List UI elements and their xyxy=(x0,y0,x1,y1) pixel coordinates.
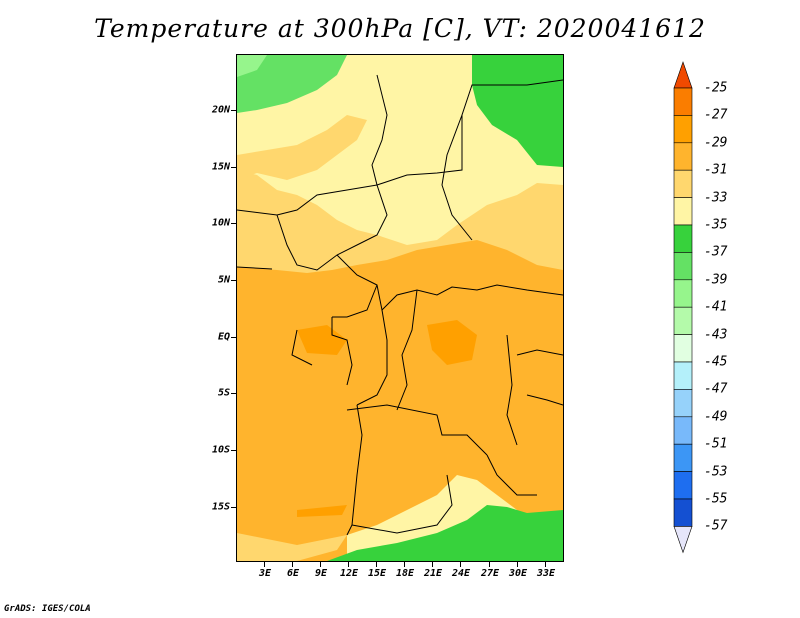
colorbar-swatch xyxy=(673,334,693,363)
colorbar-swatch xyxy=(673,197,693,226)
lon-label: 18E xyxy=(395,568,415,579)
colorbar-label: -45 xyxy=(704,354,728,370)
lat-label: 10N xyxy=(211,217,230,229)
colorbar-label: -47 xyxy=(704,381,728,397)
lon-label: 24E xyxy=(451,568,471,579)
country-borders xyxy=(237,74,563,536)
colorbar-swatch xyxy=(673,115,693,144)
lon-tick-33e xyxy=(545,562,546,567)
lon-label: 15E xyxy=(367,568,387,579)
lon-tick-12e xyxy=(348,562,349,567)
lat-label: 15S xyxy=(211,501,230,513)
lat-label: 10S xyxy=(211,444,230,456)
lon-label: 30E xyxy=(508,568,528,579)
field-region-mid-patch xyxy=(237,115,367,180)
colorbar-top-arrow xyxy=(673,61,693,89)
colorbar-swatch xyxy=(673,443,693,472)
colorbar-label: -31 xyxy=(704,162,728,178)
colorbar-label: -25 xyxy=(704,80,728,96)
footer-credit: GrADS: IGES/COLA xyxy=(4,604,91,614)
lon-tick-30e xyxy=(517,562,518,567)
colorbar-label: -39 xyxy=(704,272,728,288)
field-region-warm-congo xyxy=(427,320,477,365)
lon-label: 9E xyxy=(314,568,328,579)
lat-tick-10s xyxy=(231,450,236,451)
colorbar-label: -37 xyxy=(704,244,728,260)
lon-label: 3E xyxy=(258,568,272,579)
lat-tick-5s xyxy=(231,393,236,394)
lat-label: EQ xyxy=(217,331,230,343)
lon-tick-9e xyxy=(320,562,321,567)
field-region-warm-angola xyxy=(297,505,347,517)
colorbar-label: -41 xyxy=(704,299,728,315)
field-region-warm-gabon xyxy=(297,325,347,355)
colorbar-swatch xyxy=(673,279,693,308)
lon-tick-3e xyxy=(264,562,265,567)
colorbar-swatch xyxy=(673,87,693,116)
map-panel xyxy=(236,54,564,562)
lon-tick-27e xyxy=(489,562,490,567)
lat-label: 5S xyxy=(217,387,230,399)
lon-label: 6E xyxy=(286,568,300,579)
colorbar-label: -51 xyxy=(704,436,728,452)
chart-title: Temperature at 300hPa [C], VT: 202004161… xyxy=(94,14,706,43)
colorbar xyxy=(673,61,693,554)
lon-tick-24e xyxy=(460,562,461,567)
lon-label: 12E xyxy=(339,568,359,579)
colorbar-label: -55 xyxy=(704,491,728,507)
colorbar-label: -35 xyxy=(704,217,728,233)
lon-tick-6e xyxy=(292,562,293,567)
lon-label: 33E xyxy=(536,568,556,579)
colorbar-swatch xyxy=(673,389,693,418)
field-region-green-south xyxy=(327,505,563,561)
field-region-mid-south xyxy=(237,533,347,561)
colorbar-swatch xyxy=(673,306,693,335)
colorbar-swatch xyxy=(673,169,693,198)
lat-tick-20n xyxy=(231,110,236,111)
field-region-lightgreen-nw xyxy=(237,55,267,77)
lat-tick-5n xyxy=(231,280,236,281)
lon-tick-21e xyxy=(432,562,433,567)
colorbar-label: -27 xyxy=(704,107,728,123)
lat-tick-15n xyxy=(231,167,236,168)
lat-label: 20N xyxy=(211,104,230,116)
colorbar-label: -29 xyxy=(704,135,728,151)
colorbar-swatch xyxy=(673,142,693,171)
lon-label: 27E xyxy=(480,568,500,579)
colorbar-swatch xyxy=(673,252,693,281)
colorbar-label: -57 xyxy=(704,518,728,534)
colorbar-label: -33 xyxy=(704,190,728,206)
colorbar-label: -49 xyxy=(704,409,728,425)
lat-label: 15N xyxy=(211,161,230,173)
colorbar-swatch xyxy=(673,471,693,500)
lat-tick-eq xyxy=(231,337,236,338)
field-region-green-nw xyxy=(237,55,347,113)
colorbar-swatch xyxy=(673,498,693,527)
lat-label: 5N xyxy=(217,274,230,286)
colorbar-label: -43 xyxy=(704,327,728,343)
colorbar-label: -53 xyxy=(704,464,728,480)
colorbar-swatch xyxy=(673,361,693,390)
colorbar-bottom-arrow xyxy=(673,526,693,554)
lat-tick-10n xyxy=(231,223,236,224)
lat-tick-15s xyxy=(231,507,236,508)
lon-tick-18e xyxy=(404,562,405,567)
temperature-field-map xyxy=(237,55,563,561)
colorbar-swatch xyxy=(673,416,693,445)
lon-label: 21E xyxy=(423,568,443,579)
lon-tick-15e xyxy=(376,562,377,567)
colorbar-swatch xyxy=(673,224,693,253)
